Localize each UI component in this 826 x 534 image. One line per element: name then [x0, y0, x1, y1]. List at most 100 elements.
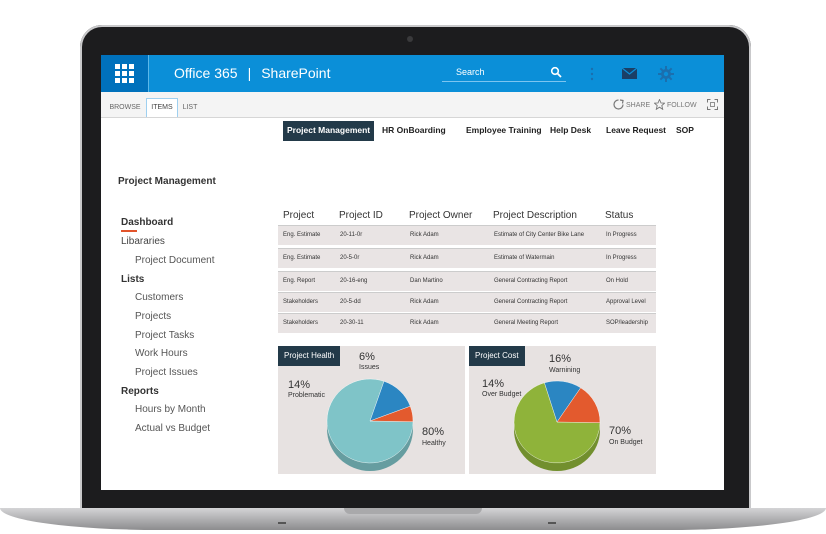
laptop-base: [0, 508, 826, 530]
health-issues-label: Issues: [359, 364, 380, 371]
table-row[interactable]: Stakeholders 20-5-dd Rick Adam General C…: [278, 292, 656, 312]
cell-project-owner: Rick Adam: [410, 232, 439, 238]
leftnav-actual-vs-budget[interactable]: Actual vs Budget: [135, 423, 211, 434]
cost-pie-slice-on-budget[interactable]: [513, 382, 601, 464]
active-indicator: [121, 230, 137, 232]
column-header-project-description[interactable]: Project Description: [493, 210, 577, 221]
project-health-card: Project Health 6% Issues 14% Problematic…: [278, 346, 465, 474]
cell-project: Stakeholders: [283, 299, 319, 305]
health-healthy-label: Healthy: [422, 440, 446, 447]
screen: Office 365 | SharePoint Search: [101, 55, 724, 490]
cost-warning-label: Warnining: [549, 367, 581, 374]
cell-project-description: Estimate of Watermain: [494, 255, 555, 261]
cost-on-budget-percent: 70%: [609, 425, 632, 437]
tab-list[interactable]: LIST: [182, 104, 198, 111]
cost-pie-slice-warnining[interactable]: [556, 387, 601, 423]
cell-project-description: General Contracting Report: [494, 299, 568, 305]
nav-leave-request[interactable]: Leave Request: [606, 125, 666, 135]
cell-project: Stakeholders: [283, 320, 319, 326]
nav-sop[interactable]: SOP: [676, 125, 694, 135]
project-cost-pie-chart: [513, 380, 601, 471]
health-problematic-label: Problematic: [288, 392, 325, 399]
suite-brand[interactable]: Office 365 | SharePoint: [174, 65, 330, 81]
laptop-foot-right: [548, 522, 556, 524]
more-options-icon[interactable]: [590, 67, 594, 81]
star-icon[interactable]: [654, 99, 665, 110]
leftnav-reports[interactable]: Reports: [121, 386, 159, 397]
cell-project: Eng. Estimate: [283, 232, 321, 238]
cell-project-description: General Meeting Report: [494, 320, 559, 326]
search-input[interactable]: Search: [442, 63, 566, 82]
cost-over-budget-label: Over Budget: [482, 391, 522, 398]
brand-separator: |: [247, 65, 252, 81]
cell-project-owner: Rick Adam: [410, 255, 439, 261]
cell-status: In Progress: [606, 232, 637, 238]
table-row[interactable]: Stakeholders 20-30-11 Rick Adam General …: [278, 313, 656, 333]
suite-bar-divider: [148, 55, 149, 92]
column-header-project-owner[interactable]: Project Owner: [409, 210, 473, 221]
follow-link[interactable]: FOLLOW: [667, 102, 697, 109]
cell-project-id: 20-30-11: [340, 320, 364, 326]
health-pie-slice-issues[interactable]: [369, 405, 414, 422]
project-health-pie-chart: [326, 378, 414, 471]
cell-project-owner: Rick Adam: [410, 299, 439, 305]
project-health-title[interactable]: Project Health: [278, 346, 341, 366]
app-launcher-icon[interactable]: [101, 55, 148, 92]
webcam-icon: [407, 36, 413, 42]
leftnav-project-issues[interactable]: Project Issues: [135, 367, 198, 378]
share-icon[interactable]: [613, 99, 624, 110]
leftnav-customers[interactable]: Customers: [135, 292, 184, 303]
leftnav-project-tasks[interactable]: Project Tasks: [135, 330, 195, 341]
table-row[interactable]: Eng. Estimate 20-11-0r Rick Adam Estimat…: [278, 225, 656, 245]
laptop-notch: [344, 508, 482, 514]
cell-project-id: 20-16-eng: [340, 278, 368, 284]
search-placeholder: Search: [456, 67, 485, 77]
suite-bar: Office 365 | SharePoint Search: [101, 55, 724, 92]
laptop-foot-left: [278, 522, 286, 524]
project-cost-card: Project Cost 16% Warnining 14% Over Budg…: [469, 346, 656, 474]
tab-items[interactable]: ITEMS: [146, 98, 178, 117]
leftnav-work-hours[interactable]: Work Hours: [135, 348, 188, 359]
health-problematic-percent: 14%: [288, 379, 311, 391]
search-icon[interactable]: [550, 66, 562, 78]
ribbon: BROWSE ITEMS LIST SHARE FOLLOW: [101, 92, 724, 118]
nav-project-management[interactable]: Project Management: [283, 121, 375, 141]
cell-status: SOP/leadership: [606, 320, 649, 326]
cell-project-id: 20-5-dd: [340, 299, 361, 305]
cell-project: Eng. Report: [283, 278, 316, 284]
cost-on-budget-label: On Budget: [609, 439, 643, 446]
cost-over-budget-percent: 14%: [482, 378, 505, 390]
column-header-project[interactable]: Project: [283, 210, 315, 221]
leftnav-lists[interactable]: Lists: [121, 274, 145, 285]
focus-mode-icon[interactable]: [707, 99, 718, 110]
health-issues-percent: 6%: [359, 351, 375, 363]
cell-project: Eng. Estimate: [283, 255, 321, 261]
share-link[interactable]: SHARE: [626, 102, 651, 109]
leftnav-dashboard[interactable]: Dashboard: [121, 217, 174, 228]
cell-status: Approval Level: [606, 299, 646, 305]
leftnav-project-document[interactable]: Project Document: [135, 255, 215, 266]
mail-icon[interactable]: [622, 68, 637, 79]
gear-icon[interactable]: [658, 66, 674, 82]
column-header-project-id[interactable]: Project ID: [339, 210, 383, 221]
project-cost-title[interactable]: Project Cost: [469, 346, 525, 366]
table-row[interactable]: Eng. Report 20-16-eng Dan Martino Genera…: [278, 271, 656, 291]
leftnav-libraries[interactable]: Libararies: [121, 236, 165, 247]
nav-help-desk[interactable]: Help Desk: [550, 125, 592, 135]
cell-project-owner: Dan Martino: [410, 278, 443, 284]
table-row[interactable]: Eng. Estimate 20-5-0r Rick Adam Estimate…: [278, 248, 656, 268]
cost-warning-percent: 16%: [549, 353, 572, 365]
top-navigation: Project Management HR OnBoarding Employe…: [101, 121, 724, 141]
product-name: SharePoint: [261, 65, 331, 81]
app-name: Office 365: [174, 65, 238, 81]
page-title: Project Management: [118, 176, 216, 187]
leftnav-projects[interactable]: Projects: [135, 311, 172, 322]
tab-browse[interactable]: BROWSE: [109, 104, 141, 111]
cell-status: In Progress: [606, 255, 637, 261]
leftnav-hours-by-month[interactable]: Hours by Month: [135, 404, 206, 415]
cell-project-id: 20-11-0r: [340, 232, 363, 238]
nav-employee-training[interactable]: Employee Training: [466, 125, 542, 135]
column-header-status[interactable]: Status: [605, 210, 634, 221]
cell-project-description: General Contracting Report: [494, 278, 568, 284]
nav-hr-onboarding[interactable]: HR OnBoarding: [382, 125, 446, 135]
